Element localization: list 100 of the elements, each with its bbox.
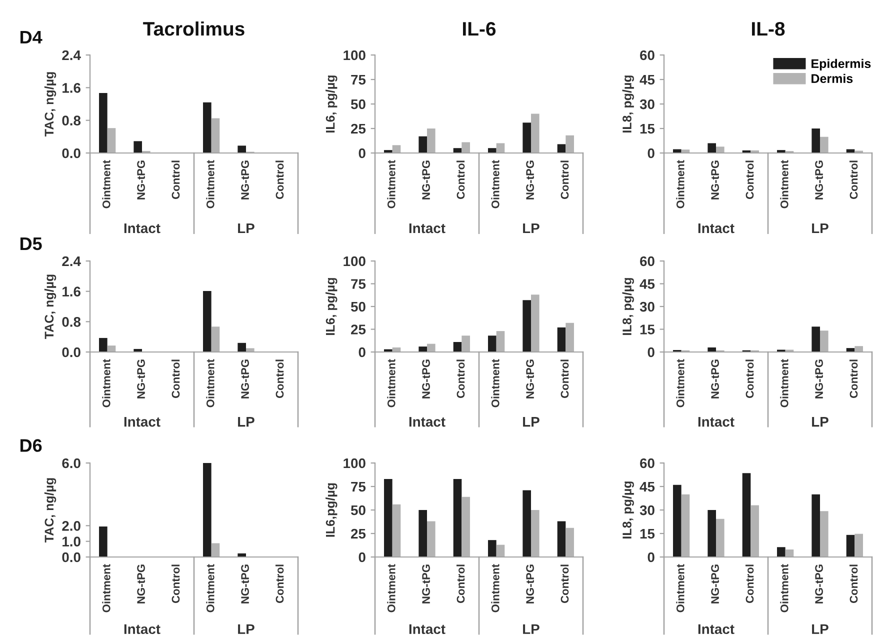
bar	[854, 346, 863, 352]
bar	[820, 511, 828, 557]
bar	[211, 326, 220, 352]
chart-title: IL-6	[463, 22, 496, 36]
text: LP	[812, 624, 828, 634]
y-axis-title: TAC, ng/µg	[44, 72, 56, 137]
x-tick-label: Ointment	[206, 160, 214, 208]
y-tick-label: 25	[351, 324, 366, 334]
bar	[566, 135, 574, 153]
x-tick-label: Ointment	[676, 564, 684, 612]
x-tick-label: Control	[275, 564, 284, 603]
y-tick-label: 25	[351, 124, 366, 134]
y-tick-label: 6.0	[62, 458, 80, 468]
bar	[673, 149, 682, 153]
bar	[418, 510, 427, 557]
x-tick-label: NG-tPG	[711, 160, 719, 200]
x-tick-label: Control	[171, 360, 180, 398]
y-tick-label: 100	[344, 458, 366, 468]
x-tick-label: NG-tPG	[241, 564, 249, 604]
y-tick-label: 60	[640, 458, 654, 468]
x-tick-label: Ointment	[780, 564, 788, 612]
x-tick-label: Ointment	[780, 359, 788, 408]
text: LP	[238, 417, 254, 427]
y-tick-label: 50	[350, 99, 366, 110]
x-tick-label: NG-tPG	[815, 160, 823, 200]
x-tick-label: Control	[560, 360, 569, 398]
bar	[453, 478, 462, 557]
bar	[812, 128, 820, 153]
bar	[462, 142, 470, 153]
y-tick-label: 0.8	[62, 317, 81, 327]
text: LP	[812, 223, 828, 234]
bar	[820, 330, 828, 352]
y-tick-label: 0	[648, 347, 654, 358]
bar	[531, 294, 540, 352]
x-tick-label: Ointment	[491, 564, 500, 612]
bar	[716, 146, 724, 153]
x-tick-label: Control	[456, 160, 465, 199]
y-axis-title: TAC, ng/µg	[44, 274, 56, 340]
bar	[418, 346, 427, 352]
x-tick-label: Ointment	[387, 359, 396, 408]
bar	[557, 144, 566, 153]
text: Intact	[124, 417, 160, 427]
y-tick-label: 30	[640, 99, 654, 110]
bar	[392, 504, 401, 557]
bar	[708, 510, 716, 557]
y-tick-label: 30	[640, 302, 654, 312]
bar	[203, 463, 212, 557]
y-tick-label: 25	[351, 528, 366, 539]
y-axis-title: IL8, pg/µg	[622, 76, 634, 132]
y-tick-label: 2.4	[62, 256, 81, 266]
bar	[812, 326, 820, 352]
bar	[812, 494, 820, 557]
x-tick-label: NG-tPG	[711, 360, 719, 398]
y-axis-title: IL6, pg/µg	[326, 76, 338, 132]
y-tick-label: 15	[640, 124, 655, 134]
bar	[820, 136, 828, 153]
y-tick-label: 100	[344, 50, 366, 60]
bar	[557, 521, 566, 557]
y-tick-label: 45	[640, 279, 655, 289]
x-tick-label: Ointment	[780, 160, 788, 208]
bar	[496, 331, 505, 352]
text: D4	[20, 30, 42, 44]
text: Intact	[409, 223, 446, 234]
bar	[708, 143, 716, 153]
y-tick-label: 0	[648, 552, 654, 562]
x-tick-label: NG-tPG	[241, 360, 249, 398]
legend-label: Dermis	[812, 74, 853, 84]
x-tick-label: Control	[849, 360, 858, 398]
y-tick-label: 0.8	[62, 116, 81, 126]
x-tick-label: NG-tPG	[137, 160, 145, 200]
bar	[203, 290, 212, 352]
bar	[107, 128, 116, 153]
text: LP	[523, 223, 540, 234]
x-tick-label: Control	[560, 160, 569, 199]
y-tick-label: 0.0	[62, 347, 80, 358]
x-tick-label: Control	[275, 160, 284, 199]
bar	[488, 336, 496, 352]
y-tick-label: 45	[640, 74, 655, 85]
y-axis-title: IL6, pg/µg	[326, 278, 338, 335]
bar	[238, 146, 246, 153]
bar	[99, 92, 108, 153]
bar	[211, 543, 220, 557]
y-tick-label: 15	[640, 528, 655, 539]
bar	[566, 528, 574, 557]
y-axis-title: TAC, ng/µg	[44, 478, 56, 543]
x-tick-label: Ointment	[387, 160, 396, 208]
x-tick-label: NG-tPG	[815, 564, 823, 604]
bar	[246, 348, 254, 352]
y-tick-label: 50	[350, 505, 366, 516]
text: LP	[238, 624, 254, 634]
bar	[488, 540, 496, 557]
text: Intact	[409, 417, 446, 427]
x-tick-label: Ointment	[102, 160, 110, 208]
text: Intact	[698, 624, 734, 634]
text: D6	[20, 439, 42, 452]
x-tick-label: Ointment	[102, 359, 110, 408]
bar	[531, 510, 540, 557]
x-tick-label: Ointment	[676, 160, 684, 208]
bar	[557, 327, 566, 352]
x-tick-label: Control	[560, 564, 569, 603]
